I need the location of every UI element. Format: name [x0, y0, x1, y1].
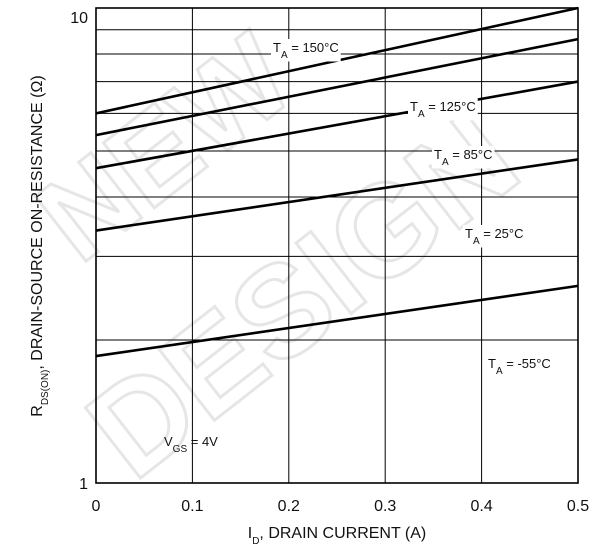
- series-line: [95, 80, 579, 170]
- plot-border: [95, 7, 579, 484]
- y-tick-label: 10: [70, 10, 88, 27]
- series-line: [95, 284, 579, 358]
- series-label-background: [486, 355, 553, 378]
- x-tick-label: 0.2: [278, 498, 300, 515]
- x-tick-label: 0.5: [567, 498, 589, 515]
- series-label: TA = -55°C: [488, 356, 551, 377]
- y-axis-title: RDS(ON), DRAIN-SOURCE ON-RESISTANCE (Ω): [29, 75, 51, 416]
- y-tick-label: 1: [79, 476, 88, 493]
- x-tick-label: 0.1: [181, 498, 203, 515]
- x-tick-label: 0.3: [374, 498, 396, 515]
- x-axis-title: ID, DRAIN CURRENT (A): [248, 525, 427, 546]
- labels: 0 0.1 0.2 0.3 0.4 0.5 10 1 TA = 150°C TA = 125°C T…: [29, 10, 589, 546]
- series-line: [95, 37, 579, 137]
- x-tick-label: 0.4: [470, 498, 492, 515]
- series-line: [95, 158, 579, 232]
- series-label: TA = 150°C: [273, 40, 339, 61]
- plot-frame: [95, 7, 579, 484]
- series-label: TA = 125°C: [410, 99, 476, 120]
- series-label: TA = 85°C: [434, 147, 493, 168]
- series-label-background: [271, 39, 341, 62]
- series-label-background: [408, 98, 478, 121]
- curves: [95, 6, 579, 358]
- series-label-background: [432, 146, 495, 169]
- series-label: TA = 25°C: [465, 226, 524, 247]
- vgs-annotation: VGS = 4V: [164, 434, 218, 455]
- x-tick-label: 0: [92, 498, 101, 515]
- series-label-background: [463, 225, 526, 248]
